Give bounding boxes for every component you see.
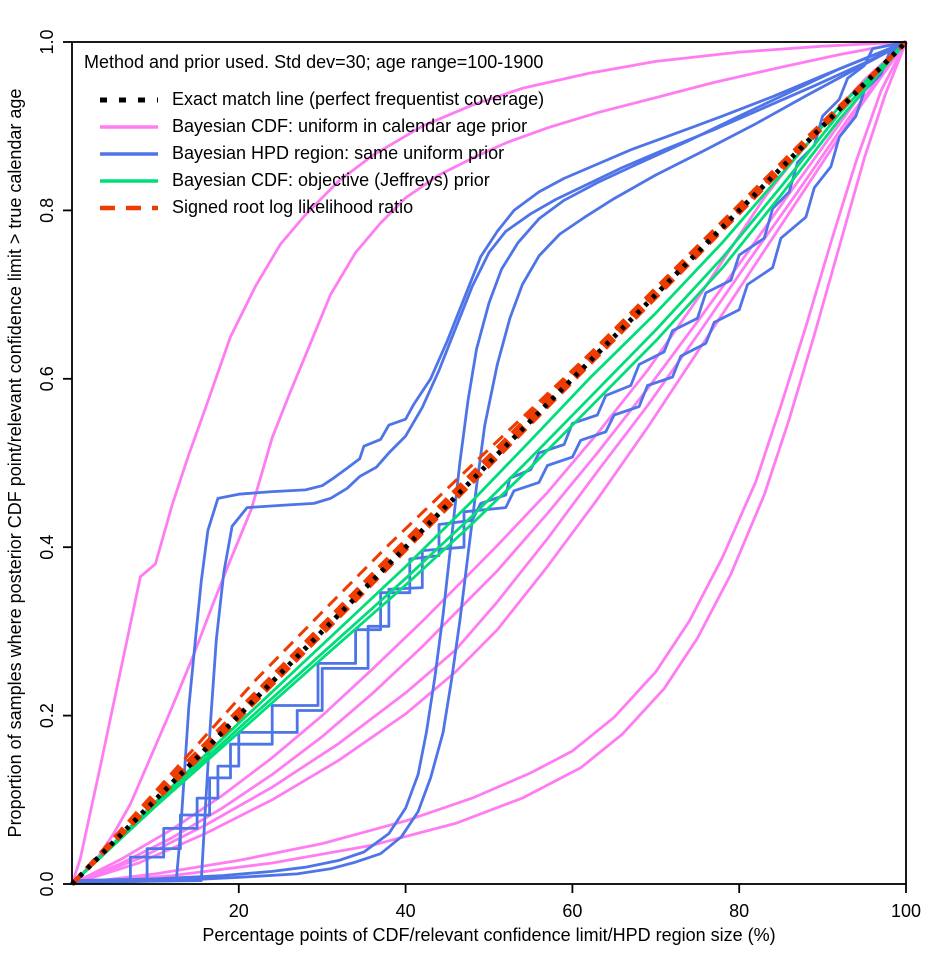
legend-label-exact-match: Exact match line (perfect frequentist co… xyxy=(172,89,545,109)
y-tick-label: 0.6 xyxy=(37,366,57,391)
series-bayes-cdf-uniform-5 xyxy=(71,41,908,886)
y-tick-label: 0.2 xyxy=(37,703,57,728)
legend-title: Method and prior used. Std dev=30; age r… xyxy=(84,52,544,72)
chart-legend: Method and prior used. Std dev=30; age r… xyxy=(84,50,544,221)
series-bayes-cdf-jeffreys-3 xyxy=(71,40,907,886)
series-bayes-hpd-4 xyxy=(71,40,907,884)
legend-line-sample-exact-match xyxy=(100,97,158,102)
series-bayes-hpd-3 xyxy=(71,40,907,882)
series-bayes-hpd-2 xyxy=(71,40,907,884)
legend-item-bayes-cdf-uniform: Bayesian CDF: uniform in calendar age pr… xyxy=(84,113,544,140)
legend-line-sample-bayes-cdf-jeffreys xyxy=(100,178,158,183)
series-bayes-cdf-uniform-8 xyxy=(71,41,908,886)
x-tick-label: 80 xyxy=(729,901,749,921)
legend-item-exact-match: Exact match line (perfect frequentist co… xyxy=(84,86,544,113)
axes-layer: 20 40 60 80 100 0.0 0.2 0.4 0.6 0.8 1.0 xyxy=(37,29,921,921)
plot-box xyxy=(71,41,907,885)
legend-label-bayes-cdf-uniform: Bayesian CDF: uniform in calendar age pr… xyxy=(172,116,528,136)
legend-item-bayes-hpd-uniform: Bayesian HPD region: same uniform prior xyxy=(84,140,544,167)
legend-line-sample-bayes-hpd-uniform xyxy=(100,151,158,156)
legend-label-bayes-hpd-uniform: Bayesian HPD region: same uniform prior xyxy=(172,143,505,163)
series-bayes-cdf-uniform-2 xyxy=(71,40,907,885)
series-bayes-cdf-uniform-1 xyxy=(70,40,907,885)
series-bayes-hpd-1 xyxy=(71,40,907,884)
legend-item-bayes-cdf-jeffreys: Bayesian CDF: objective (Jeffreys) prior xyxy=(84,167,544,194)
y-tick-label: 0.8 xyxy=(37,198,57,223)
series-signed-root-llr-1 xyxy=(70,40,908,886)
legend-rows: Exact match line (perfect frequentist co… xyxy=(84,86,544,221)
x-tick-label: 60 xyxy=(562,901,582,921)
legend-line-sample-signed-root-llr xyxy=(100,205,158,210)
y-tick-label: 0.4 xyxy=(37,535,57,560)
x-tick-label: 20 xyxy=(229,901,249,921)
x-tick-label: 40 xyxy=(396,901,416,921)
legend-line-sample-bayes-cdf-uniform xyxy=(100,124,158,129)
series-signed-root-llr-4 xyxy=(70,40,908,886)
series-bayes-hpd-5 xyxy=(71,40,907,884)
legend-label-bayes-cdf-jeffreys: Bayesian CDF: objective (Jeffreys) prior xyxy=(172,170,490,190)
y-tick-label: 1.0 xyxy=(37,29,57,54)
y-tick-label: 0.0 xyxy=(37,871,57,896)
series-layer xyxy=(70,40,908,886)
series-bayes-cdf-uniform-7 xyxy=(71,41,908,886)
series-bayes-cdf-jeffreys-1 xyxy=(71,41,908,886)
legend-label-signed-root-llr: Signed root log likelihood ratio xyxy=(172,197,414,217)
series-bayes-cdf-jeffreys-2 xyxy=(71,41,908,886)
y-axis-title: Proportion of samples where posterior CD… xyxy=(5,89,25,838)
series-bayes-hpd-6 xyxy=(71,40,907,884)
series-bayes-cdf-uniform-6 xyxy=(71,41,908,886)
legend-item-signed-root-llr: Signed root log likelihood ratio xyxy=(84,194,544,221)
x-tick-label: 100 xyxy=(891,901,921,921)
x-axis-title: Percentage points of CDF/relevant confid… xyxy=(202,925,775,945)
